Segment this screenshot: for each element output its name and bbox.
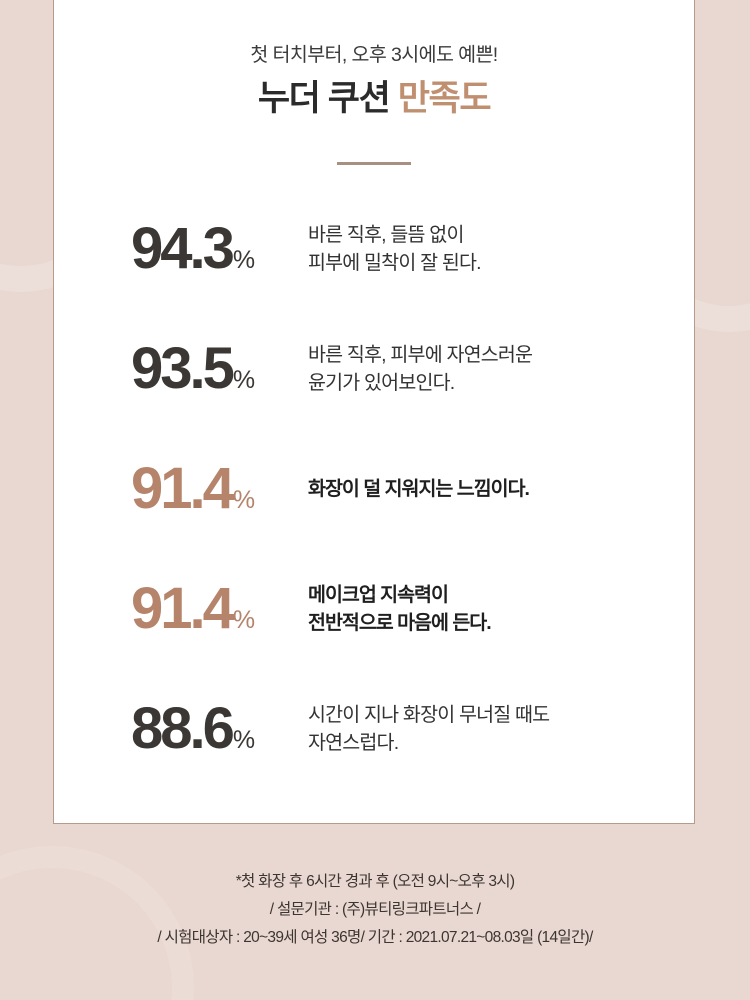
stat-description-line: 메이크업 지속력이 xyxy=(308,584,449,607)
stat-value: 93.5% xyxy=(78,340,308,398)
stat-description-line: 윤기가 있어보인다. xyxy=(308,372,455,395)
title-divider xyxy=(337,162,411,166)
stat-description-line: 전반적으로 마음에 든다. xyxy=(308,612,492,635)
stat-description: 바른 직후, 들뜸 없이 피부에 밀착이 잘 된다. xyxy=(308,221,694,278)
stat-description: 바른 직후, 피부에 자연스러운 윤기가 있어보인다. xyxy=(308,341,694,398)
page-title: 누더 쿠션 만족도 xyxy=(54,78,694,120)
stat-number: 93.5 xyxy=(131,336,235,402)
footer-disclaimer: *첫 화장 후 6시간 경과 후 (오전 9시~오후 3시) / 설문기관 : … xyxy=(0,868,750,952)
stat-description: 메이크업 지속력이 전반적으로 마음에 든다. xyxy=(308,581,694,638)
stat-number: 88.6 xyxy=(131,696,235,762)
stat-value: 91.4% xyxy=(78,580,308,638)
stat-number: 94.3 xyxy=(131,216,235,282)
stat-description-line: 피부에 밀착이 잘 된다. xyxy=(308,252,482,275)
header: 첫 터치부터, 오후 3시에도 예쁜! 누더 쿠션 만족도 xyxy=(54,0,694,166)
stat-list: 94.3% 바른 직후, 들뜸 없이 피부에 밀착이 잘 된다. 93.5% 바… xyxy=(54,189,694,789)
stat-value: 94.3% xyxy=(78,220,308,278)
stat-value: 88.6% xyxy=(78,700,308,758)
stat-number: 91.4 xyxy=(131,576,235,642)
header-eyebrow: 첫 터치부터, 오후 3시에도 예쁜! xyxy=(250,44,498,66)
stat-row: 94.3% 바른 직후, 들뜸 없이 피부에 밀착이 잘 된다. xyxy=(78,189,694,309)
page-title-main: 누더 쿠션 xyxy=(257,79,398,119)
stat-number: 91.4 xyxy=(131,456,235,522)
stat-description-line: 자연스럽다. xyxy=(308,732,399,755)
stat-percent-symbol: % xyxy=(232,246,255,275)
page-title-accent: 만족도 xyxy=(397,79,492,119)
content-card: 첫 터치부터, 오후 3시에도 예쁜! 누더 쿠션 만족도 94.3% 바른 직… xyxy=(53,0,695,824)
stat-percent-symbol: % xyxy=(232,606,255,635)
stat-value: 91.4% xyxy=(78,460,308,518)
stat-description-line: 바른 직후, 피부에 자연스러운 xyxy=(308,344,533,367)
stat-description-line: 바른 직후, 들뜸 없이 xyxy=(308,224,464,247)
footer-line-2: / 설문기관 : (주)뷰티링크파트너스 / xyxy=(269,901,481,918)
footer-line-3: / 시험대상자 : 20~39세 여성 36명/ 기간 : 2021.07.21… xyxy=(157,929,593,946)
footer-line-1: *첫 화장 후 6시간 경과 후 (오전 9시~오후 3시) xyxy=(235,873,515,890)
stat-description: 시간이 지나 화장이 무너질 때도 자연스럽다. xyxy=(308,701,694,758)
stat-row: 88.6% 시간이 지나 화장이 무너질 때도 자연스럽다. xyxy=(78,669,694,789)
stat-description-line: 화장이 덜 지워지는 느낌이다. xyxy=(308,478,530,501)
stat-description: 화장이 덜 지워지는 느낌이다. xyxy=(308,475,694,503)
stat-percent-symbol: % xyxy=(232,486,255,515)
stat-row: 91.4% 메이크업 지속력이 전반적으로 마음에 든다. xyxy=(78,549,694,669)
stat-row: 93.5% 바른 직후, 피부에 자연스러운 윤기가 있어보인다. xyxy=(78,309,694,429)
stat-description-line: 시간이 지나 화장이 무너질 때도 xyxy=(308,704,550,727)
stat-percent-symbol: % xyxy=(232,366,255,395)
stat-row: 91.4% 화장이 덜 지워지는 느낌이다. xyxy=(78,429,694,549)
stat-percent-symbol: % xyxy=(232,726,255,755)
